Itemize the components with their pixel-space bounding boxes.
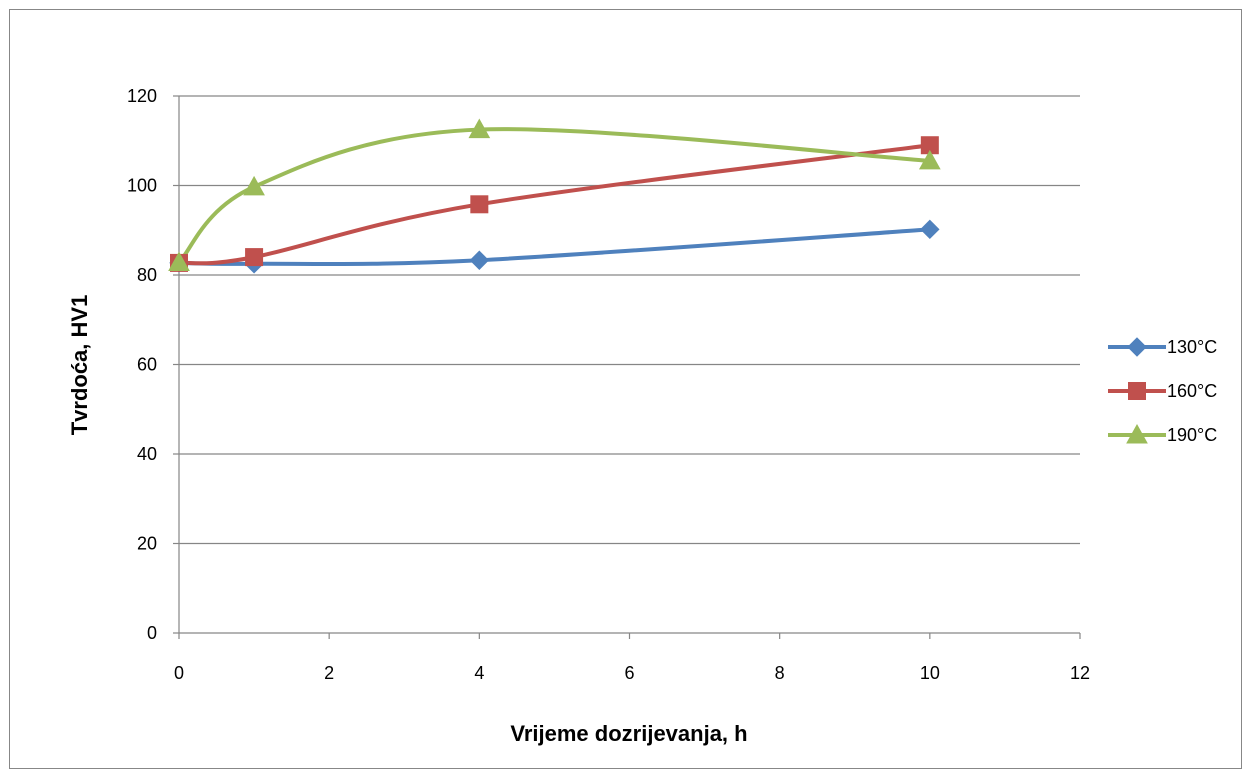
data-point-0-3: [920, 219, 940, 240]
series-line-0: [177, 227, 932, 267]
series-markers: [168, 118, 941, 274]
series-line-1: [177, 143, 932, 266]
x-tick-label: 12: [1070, 663, 1090, 683]
x-tick-label: 2: [324, 663, 334, 683]
legend-marker: [1127, 337, 1147, 357]
y-tick-label: 20: [137, 534, 157, 554]
x-tick-label: 10: [920, 663, 940, 683]
gridlines: [179, 95, 1080, 545]
data-point-1-1: [245, 248, 264, 267]
x-tick-label: 6: [624, 663, 634, 683]
data-point-2-3: [918, 149, 941, 170]
x-tick-label: 8: [775, 663, 785, 683]
y-tick-label: 40: [137, 444, 157, 464]
legend-item-2: 190°C: [1108, 423, 1217, 445]
data-point-2-0: [168, 251, 190, 271]
y-tick-label: 100: [127, 176, 157, 196]
legend-label: 190°C: [1167, 425, 1217, 445]
legend-marker: [1128, 382, 1146, 400]
data-point-2-1: [243, 175, 265, 196]
axes: [173, 95, 1081, 639]
legend-item-1: 160°C: [1108, 381, 1217, 401]
series-line-2: [177, 127, 932, 265]
legend: 130°C 160°C 190°C: [1108, 337, 1217, 445]
x-tick-label: 4: [474, 663, 484, 683]
legend-label: 160°C: [1167, 381, 1217, 401]
legend-marker: [1126, 423, 1148, 444]
data-point-1-2: [470, 195, 489, 214]
tick-labels: 0 20 40 60 80 100 120 0 2 4 6 8 10 12: [127, 86, 1090, 683]
legend-item-0: 130°C: [1108, 337, 1217, 357]
y-axis-title: Tvrdoća, HV1: [67, 295, 92, 436]
y-tick-label: 0: [147, 623, 157, 643]
y-tick-label: 60: [137, 355, 157, 375]
y-tick-label: 80: [137, 265, 157, 285]
data-point-0-2: [469, 250, 490, 270]
y-tick-label: 120: [127, 86, 157, 106]
x-axis-title: Vrijeme dozrijevanja, h: [510, 721, 747, 746]
x-tick-label: 0: [174, 663, 184, 683]
data-point-2-2: [468, 118, 491, 139]
series-lines: [177, 127, 932, 267]
legend-label: 130°C: [1167, 337, 1217, 357]
